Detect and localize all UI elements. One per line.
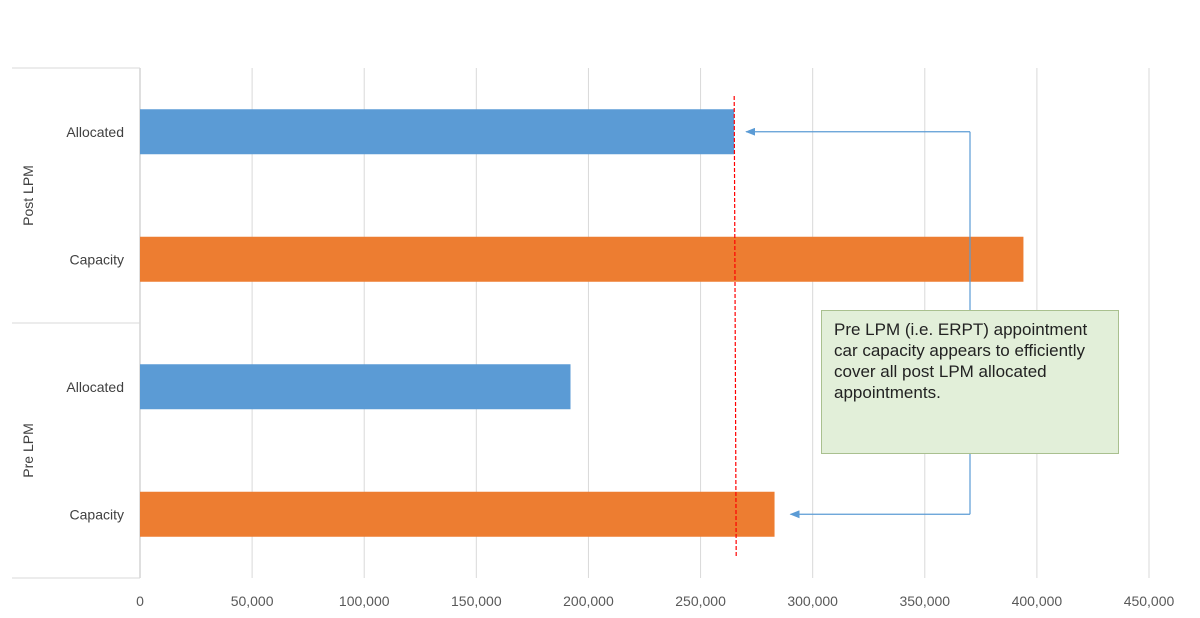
category-labels: Allocated Capacity Allocated Capacity bbox=[66, 124, 124, 523]
x-tick-label: 350,000 bbox=[899, 593, 950, 609]
x-tick-label: 50,000 bbox=[231, 593, 274, 609]
reference-line bbox=[733, 95, 737, 557]
annotation-callout: Pre LPM (i.e. ERPT) appointment car capa… bbox=[821, 310, 1119, 454]
x-tick-label: 250,000 bbox=[675, 593, 726, 609]
x-tick-label: 450,000 bbox=[1124, 593, 1175, 609]
x-tick-label: 150,000 bbox=[451, 593, 502, 609]
x-tick-label: 300,000 bbox=[787, 593, 838, 609]
reference-line-dashed bbox=[733, 95, 737, 557]
x-tick-label: 0 bbox=[136, 593, 144, 609]
group-labels: Post LPM Pre LPM bbox=[20, 165, 36, 478]
group-label: Pre LPM bbox=[20, 423, 36, 477]
bar-post-lpm-allocated bbox=[140, 109, 735, 155]
x-tick-label: 200,000 bbox=[563, 593, 614, 609]
category-label: Allocated bbox=[66, 124, 124, 140]
bar-pre-lpm-allocated bbox=[140, 364, 571, 410]
x-tick-labels: 0 50,000 100,000 150,000 200,000 250,000 300,0… bbox=[136, 593, 1174, 609]
category-label: Capacity bbox=[70, 506, 124, 522]
bars bbox=[140, 109, 1024, 537]
chart-frame bbox=[12, 67, 141, 579]
x-tick-label: 100,000 bbox=[339, 593, 390, 609]
category-label: Capacity bbox=[70, 251, 124, 267]
bar-post-lpm-capacity bbox=[140, 236, 1024, 282]
x-tick-label: 400,000 bbox=[1012, 593, 1063, 609]
bar-pre-lpm-capacity bbox=[140, 491, 775, 537]
group-label: Post LPM bbox=[20, 165, 36, 226]
category-label: Allocated bbox=[66, 379, 124, 395]
